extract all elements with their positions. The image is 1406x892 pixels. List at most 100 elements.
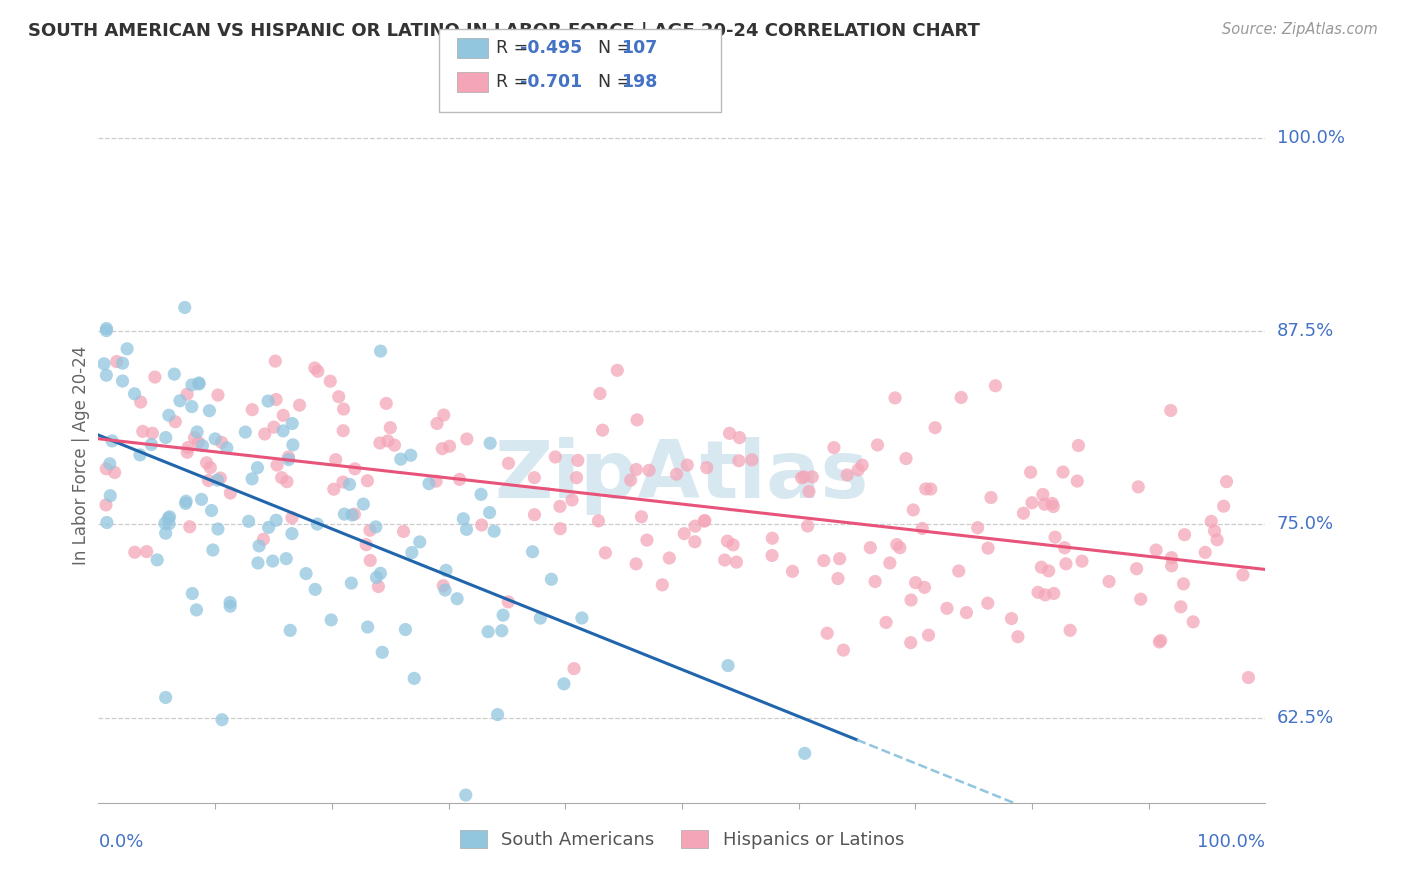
Text: N =: N = (598, 73, 637, 91)
Point (454, 788, 477, 802)
Text: 198: 198 (621, 73, 658, 91)
Point (143, 370, 166, 384)
Point (561, 492, 583, 507)
Point (370, 566, 392, 581)
Point (1128, 480, 1150, 494)
Point (626, 462, 648, 476)
Point (866, 438, 889, 452)
Point (1144, 543, 1167, 558)
Point (1052, 465, 1074, 479)
Point (479, 436, 502, 450)
Point (477, 624, 499, 639)
Point (238, 514, 260, 528)
Point (180, 400, 202, 414)
Point (1032, 487, 1054, 501)
Point (1071, 554, 1094, 568)
Point (875, 615, 897, 630)
Point (761, 531, 783, 545)
Point (449, 472, 471, 486)
Point (522, 545, 544, 559)
Point (884, 391, 907, 405)
Point (359, 553, 381, 567)
Point (425, 474, 447, 488)
Point (281, 526, 304, 541)
Point (624, 557, 647, 571)
Point (124, 386, 146, 401)
Point (492, 608, 515, 623)
Point (984, 378, 1007, 392)
Point (498, 595, 520, 609)
Point (153, 516, 176, 531)
Point (195, 456, 218, 470)
Point (271, 409, 294, 423)
Point (793, 747, 815, 761)
Point (823, 441, 845, 455)
Point (1059, 624, 1081, 638)
Point (977, 541, 1000, 556)
Point (1150, 633, 1173, 648)
Point (392, 524, 415, 539)
Point (198, 403, 221, 417)
Point (879, 556, 901, 570)
Point (201, 543, 224, 558)
Point (1043, 586, 1066, 600)
Point (165, 415, 187, 429)
Point (1182, 615, 1205, 629)
Point (716, 534, 738, 549)
Point (356, 474, 378, 488)
Point (111, 374, 134, 388)
Point (1215, 475, 1237, 489)
Point (246, 556, 269, 570)
Point (141, 426, 163, 441)
Point (124, 545, 146, 559)
Point (418, 476, 440, 491)
Point (801, 470, 824, 484)
Point (540, 572, 562, 586)
Point (717, 658, 740, 673)
Point (340, 576, 363, 591)
Text: 75.0%: 75.0% (1277, 516, 1334, 533)
Text: 0.0%: 0.0% (98, 833, 143, 851)
Point (562, 662, 585, 676)
Point (399, 448, 422, 462)
Text: -0.495: -0.495 (520, 39, 582, 57)
Point (523, 470, 546, 484)
Point (159, 509, 181, 524)
Point (1053, 541, 1076, 555)
Point (914, 482, 936, 496)
Point (498, 456, 520, 470)
Point (295, 566, 318, 581)
Point (278, 624, 301, 638)
Point (1042, 500, 1064, 514)
Text: R =: R = (496, 39, 534, 57)
Point (592, 423, 614, 437)
Point (665, 467, 688, 482)
Point (271, 424, 294, 438)
Point (181, 377, 204, 392)
Point (589, 386, 612, 401)
Point (281, 417, 304, 431)
Point (636, 533, 658, 547)
Point (96, 321, 118, 335)
Point (718, 426, 741, 441)
Point (482, 524, 505, 538)
Point (304, 361, 326, 376)
Point (96, 324, 118, 338)
Point (157, 516, 180, 531)
Point (277, 450, 299, 464)
Point (215, 441, 238, 455)
Point (281, 438, 304, 452)
Point (104, 466, 127, 480)
Point (157, 409, 180, 423)
Point (200, 503, 222, 517)
Point (553, 677, 575, 691)
Point (288, 398, 311, 412)
Point (332, 475, 354, 489)
Point (713, 553, 735, 567)
Text: SOUTH AMERICAN VS HISPANIC OR LATINO IN LABOR FORCE | AGE 20-24 CORRELATION CHAR: SOUTH AMERICAN VS HISPANIC OR LATINO IN … (28, 22, 980, 40)
Point (630, 509, 652, 524)
Point (832, 643, 855, 657)
Text: -0.701: -0.701 (520, 73, 582, 91)
Point (796, 519, 818, 533)
Point (1000, 611, 1022, 625)
